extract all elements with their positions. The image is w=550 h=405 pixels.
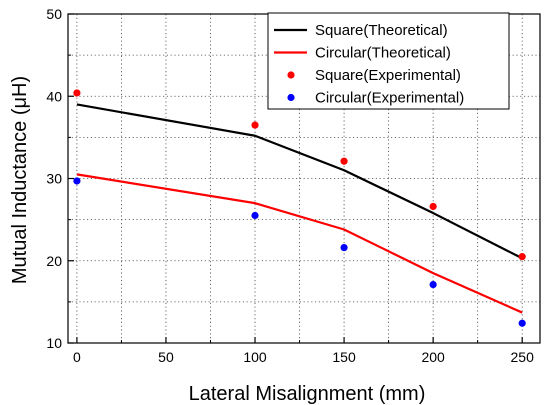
series-line [76, 103, 523, 260]
legend-label: Square(Experimental) [315, 67, 461, 84]
data-point [518, 253, 526, 261]
x-tick-label: 250 [511, 349, 535, 365]
data-point [340, 157, 348, 165]
legend-marker-symbol [287, 71, 295, 79]
data-point [73, 89, 81, 97]
ticks: 0 50 100 150 200 250 10 20 30 40 50 [46, 6, 534, 365]
x-tick-label: 150 [332, 349, 356, 365]
data-point [340, 243, 348, 252]
data-point [429, 202, 437, 211]
data-point [73, 177, 81, 185]
y-tick-label: 30 [46, 171, 62, 187]
y-tick-label: 10 [46, 335, 62, 351]
legend-label: Square(Theoretical) [315, 22, 448, 39]
legend-label: Circular(Theoretical) [315, 45, 451, 62]
legend-marker-symbol [287, 93, 295, 102]
series-layer [73, 89, 526, 327]
data-point [251, 121, 259, 129]
data-point [251, 211, 259, 220]
x-tick-label: 200 [421, 349, 445, 365]
legend-box [267, 12, 510, 110]
legend: Square(Theoretical) Circular(Theoretical)… [267, 12, 510, 110]
y-tick-label: 50 [46, 6, 62, 22]
y-tick-label: 20 [46, 253, 62, 269]
y-tick-label: 40 [46, 88, 62, 104]
x-axis-title: Lateral Misalignment (mm) [189, 383, 426, 405]
y-axis-title: Mutual Inductance (μH) [9, 76, 31, 284]
series-line [76, 173, 523, 314]
data-point [429, 281, 437, 289]
x-tick-label: 100 [243, 349, 267, 365]
data-point [518, 319, 526, 327]
x-tick-label: 50 [158, 349, 174, 365]
x-tick-label: 0 [73, 349, 81, 365]
legend-label: Circular(Experimental) [315, 90, 464, 107]
